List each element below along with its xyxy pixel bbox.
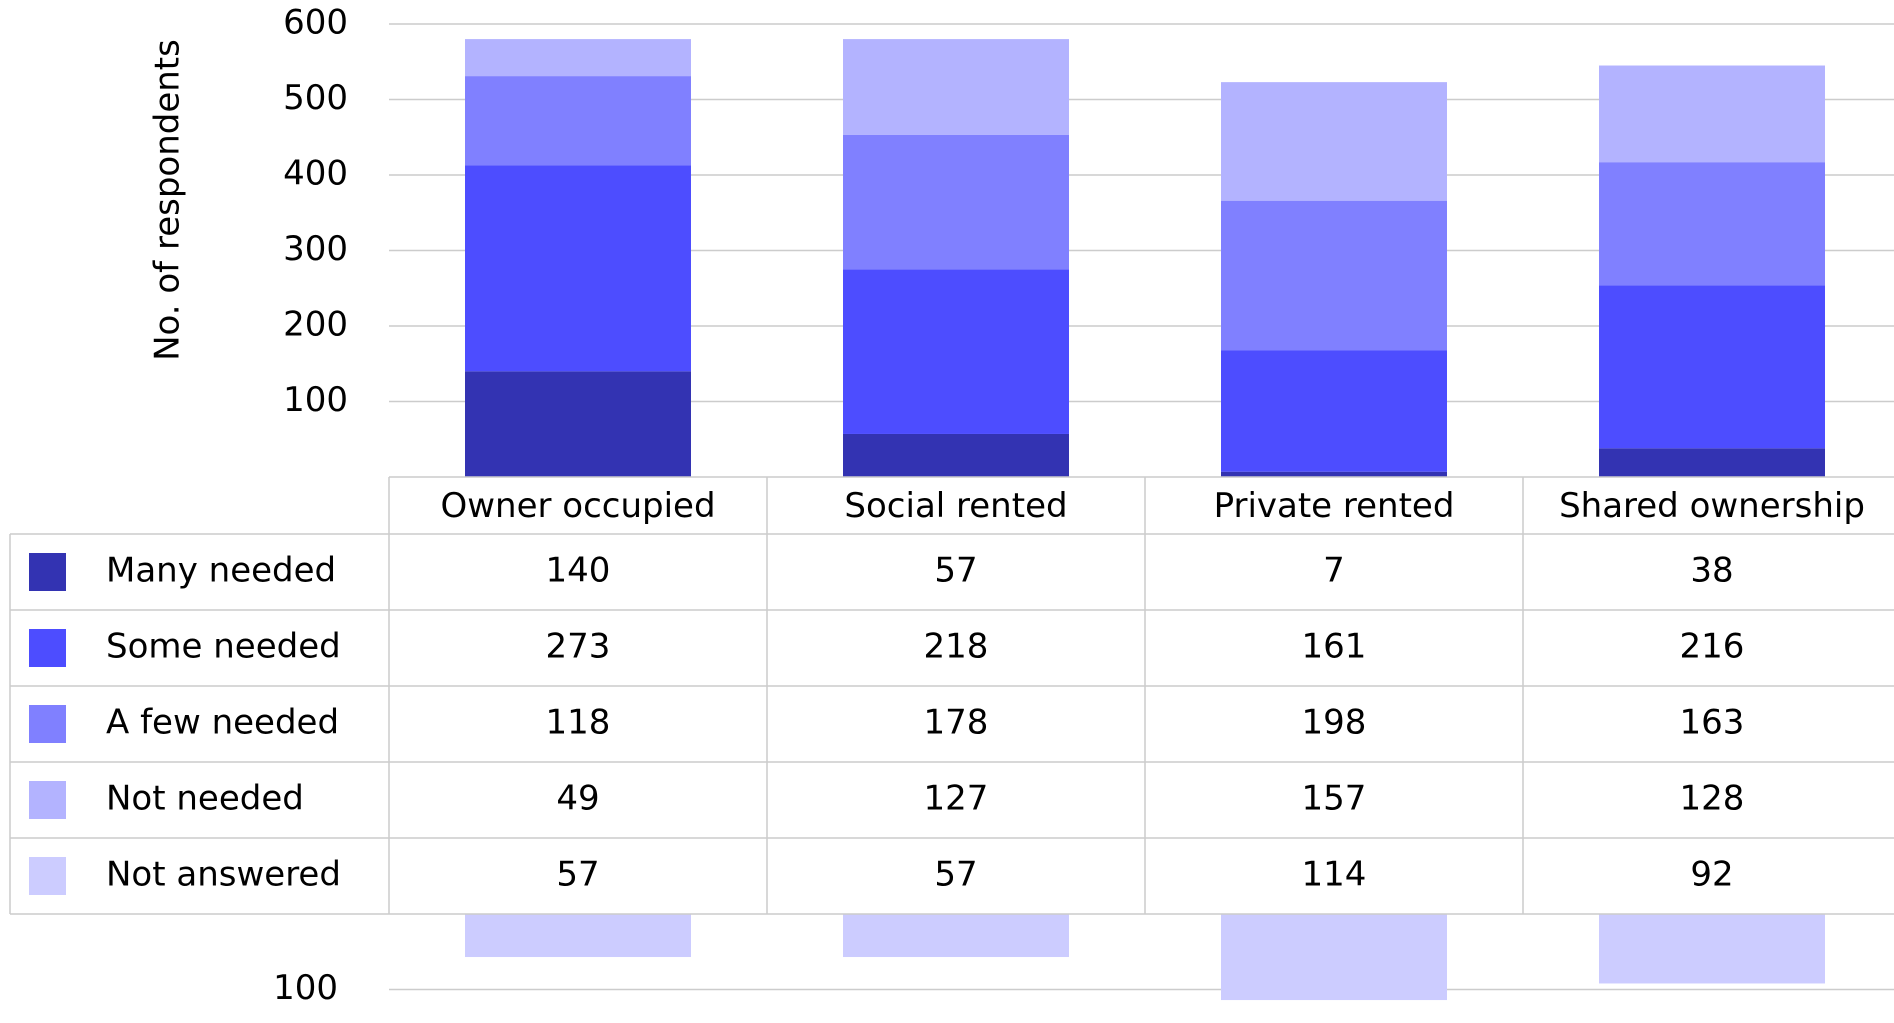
bar-segment <box>465 76 691 166</box>
legend-swatch <box>29 553 66 591</box>
table-value: 118 <box>546 703 611 743</box>
table-value: 198 <box>1302 703 1367 743</box>
bar-segment <box>843 269 1069 434</box>
column-header: Shared ownership <box>1559 486 1865 526</box>
bar-segment <box>843 914 1069 958</box>
y-tick-label: 400 <box>283 154 348 194</box>
bar-segment <box>1221 471 1447 477</box>
table-value: 218 <box>924 627 989 667</box>
legend-label: A few needed <box>106 703 339 743</box>
bar-segment <box>465 914 691 958</box>
bar-segment <box>1221 914 1447 1001</box>
bar-segment <box>1221 82 1447 201</box>
bar-segment <box>1599 448 1825 477</box>
y2-tick-label: 100 <box>273 968 338 1008</box>
table-value: 127 <box>924 779 989 819</box>
column-header: Social rented <box>844 486 1067 526</box>
y-tick-label: 300 <box>283 229 348 269</box>
table-value: 163 <box>1680 703 1745 743</box>
column-header: Owner occupied <box>440 486 715 526</box>
table-value: 57 <box>556 855 599 895</box>
table-value: 161 <box>1302 627 1367 667</box>
table-value: 57 <box>934 855 977 895</box>
table-value: 157 <box>1302 779 1367 819</box>
legend-label: Not needed <box>106 779 304 819</box>
bar-segment <box>465 39 691 77</box>
bar-segment <box>465 165 691 372</box>
y-tick-label: 600 <box>283 3 348 43</box>
legend-swatch <box>29 857 66 895</box>
legend-label: Many needed <box>106 551 336 591</box>
table-value: 7 <box>1323 551 1345 591</box>
table-value: 216 <box>1680 627 1745 667</box>
bar-segment <box>1221 200 1447 351</box>
table-value: 114 <box>1302 855 1367 895</box>
table-value: 128 <box>1680 779 1745 819</box>
bar-segment <box>1599 285 1825 449</box>
legend-swatch <box>29 781 66 819</box>
table-value: 140 <box>546 551 611 591</box>
bar-segment <box>1221 350 1447 472</box>
table-value: 92 <box>1690 855 1733 895</box>
legend-label: Some needed <box>106 627 341 667</box>
bar-segment <box>843 134 1069 270</box>
bar-segment <box>843 433 1069 477</box>
column-header: Private rented <box>1214 486 1455 526</box>
table-value: 38 <box>1690 551 1733 591</box>
legend-swatch <box>29 629 66 667</box>
bar-segment <box>465 371 691 477</box>
y-tick-label: 200 <box>283 305 348 345</box>
bar-segment <box>1599 914 1825 984</box>
table-value: 273 <box>546 627 611 667</box>
table-value: 57 <box>934 551 977 591</box>
legend-swatch <box>29 705 66 743</box>
legend-label: Not answered <box>106 855 341 895</box>
bar-segment <box>843 39 1069 135</box>
table-value: 178 <box>924 703 989 743</box>
y-tick-label: 500 <box>283 78 348 118</box>
bar-segment <box>1599 162 1825 286</box>
table-value: 49 <box>556 779 599 819</box>
y-tick-label: 100 <box>283 380 348 420</box>
y-axis-title: No. of respondents <box>148 39 188 361</box>
bar-segment <box>1599 65 1825 163</box>
